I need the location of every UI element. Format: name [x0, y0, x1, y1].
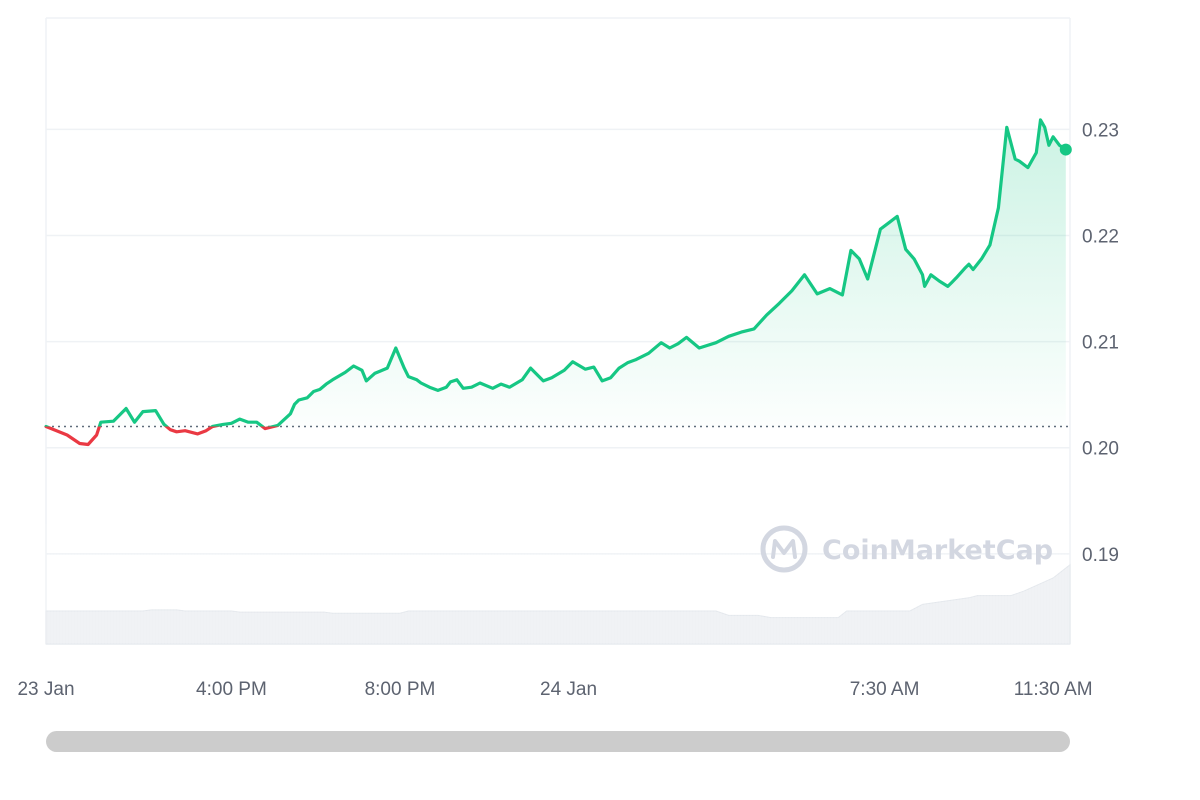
x-tick-label: 8:00 PM	[365, 679, 436, 700]
x-tick-label: 7:30 AM	[850, 679, 920, 700]
x-tick-label: 4:00 PM	[196, 679, 267, 700]
watermark: CoinMarketCap	[760, 525, 1053, 573]
volume-bars	[45, 524, 1071, 645]
price-area-fill	[99, 119, 1066, 427]
coinmarketcap-logo-icon	[760, 525, 808, 573]
volume-area	[45, 563, 1071, 645]
chart-range-scrollbar[interactable]	[46, 731, 1070, 752]
y-tick-label: 0.20	[1082, 439, 1119, 460]
last-price-dot[interactable]	[1059, 143, 1072, 156]
x-tick-label: 11:30 AM	[1014, 679, 1093, 700]
watermark-text: CoinMarketCap	[822, 535, 1053, 566]
x-tick-label: 23 Jan	[17, 679, 74, 700]
y-tick-label: 0.23	[1082, 120, 1119, 141]
x-axis: 23 Jan 4:00 PM 8:00 PM 24 Jan 7:30 AM 11:30 A…	[17, 679, 1092, 700]
y-tick-label: 0.22	[1082, 227, 1119, 248]
price-line-above-baseline	[44, 118, 1068, 427]
y-tick-label: 0.19	[1082, 545, 1119, 566]
x-tick-label: 24 Jan	[540, 679, 597, 700]
y-axis: 0.19 0.20 0.21 0.22 0.23	[1082, 120, 1119, 565]
y-tick-label: 0.21	[1082, 333, 1119, 354]
